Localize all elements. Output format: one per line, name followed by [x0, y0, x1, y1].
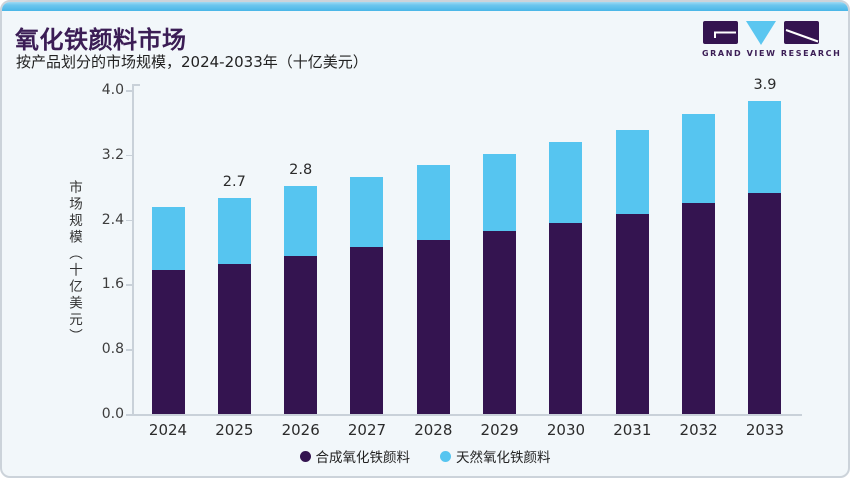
y-tick-label: 2.4 — [101, 211, 124, 228]
bar-synthetic-2031 — [615, 213, 649, 414]
y-tick-mark — [126, 284, 132, 286]
x-axis-label-2026: 2026 — [281, 421, 320, 439]
top-accent-strip — [2, 2, 848, 11]
y-tick-label: 0.8 — [101, 341, 124, 358]
bar-synthetic-2029 — [483, 230, 517, 414]
y-tick-mark — [126, 154, 132, 157]
y-tick-mark — [126, 414, 132, 416]
y-axis-title: 市场规模（十亿美元） — [66, 180, 82, 345]
x-axis-label-2033: 2033 — [745, 421, 785, 439]
bar-synthetic-2033 — [748, 192, 782, 414]
y-tick-label: 1.6 — [101, 276, 124, 293]
bar-natural-2031 — [615, 129, 649, 214]
y-axis-line — [132, 84, 134, 414]
y-tick-label: 0.0 — [101, 406, 124, 422]
bar-natural-2026 — [284, 186, 318, 257]
bar-synthetic-2030 — [549, 222, 583, 414]
x-axis-label-2032: 2032 — [679, 421, 718, 439]
y-tick-label: 4.0 — [101, 82, 124, 98]
grand-view-research-logo: GRAND VIEW RESEARCH — [702, 20, 842, 58]
page-subtitle: 按产品划分的市场规模，2024-2033年（十亿美元） — [16, 53, 368, 71]
bar-synthetic-2024 — [151, 269, 185, 414]
bar-natural-2025 — [217, 197, 251, 265]
logo-brand-text: GRAND VIEW RESEARCH — [702, 49, 842, 58]
page-title: 氧化铁颜料市场 — [15, 26, 187, 54]
legend-dot-synthetic — [299, 450, 311, 462]
y-tick-mark — [126, 219, 132, 222]
bar-value-label-2026: 2.8 — [289, 162, 313, 179]
bar-natural-2032 — [682, 114, 716, 204]
bar-synthetic-2028 — [416, 239, 450, 414]
bar-natural-2027 — [350, 177, 384, 248]
bar-natural-2029 — [483, 153, 517, 231]
x-axis-label-2029: 2029 — [480, 421, 519, 439]
y-tick-mark — [126, 90, 132, 92]
x-axis-label-2030: 2030 — [546, 421, 586, 439]
x-axis-label-2024: 2024 — [148, 421, 188, 439]
x-axis-line — [132, 414, 802, 416]
x-axis-label-2027: 2027 — [347, 421, 387, 439]
chart-legend: 合成氧化铁颜料 天然氧化铁颜料 — [2, 446, 848, 466]
bar-value-label-2025: 2.7 — [222, 173, 246, 190]
y-tick-mark — [126, 349, 132, 351]
bar-natural-2024 — [151, 207, 185, 270]
gvr-logo-icon — [702, 20, 822, 46]
x-axis-label-2025: 2025 — [215, 421, 254, 439]
legend-dot-natural — [440, 450, 451, 462]
bar-synthetic-2026 — [284, 256, 318, 414]
bar-synthetic-2027 — [350, 247, 384, 414]
bar-synthetic-2032 — [682, 203, 716, 414]
legend-label-synthetic: 合成氧化铁颜料 — [315, 450, 411, 466]
bar-value-label-2033: 3.9 — [753, 77, 777, 94]
bar-natural-2033 — [748, 101, 782, 193]
legend-item-natural: 天然氧化铁颜料 — [440, 446, 551, 466]
legend-item-synthetic: 合成氧化铁颜料 — [299, 446, 411, 466]
y-axis-top-cap — [133, 84, 140, 86]
y-tick-label: 3.2 — [101, 146, 124, 163]
legend-label-natural: 天然氧化铁颜料 — [456, 450, 551, 466]
x-axis-label-2028: 2028 — [414, 421, 453, 439]
bar-natural-2030 — [549, 141, 583, 223]
bar-synthetic-2025 — [217, 264, 251, 414]
bar-natural-2028 — [416, 165, 450, 240]
x-axis-label-2031: 2031 — [613, 421, 652, 439]
